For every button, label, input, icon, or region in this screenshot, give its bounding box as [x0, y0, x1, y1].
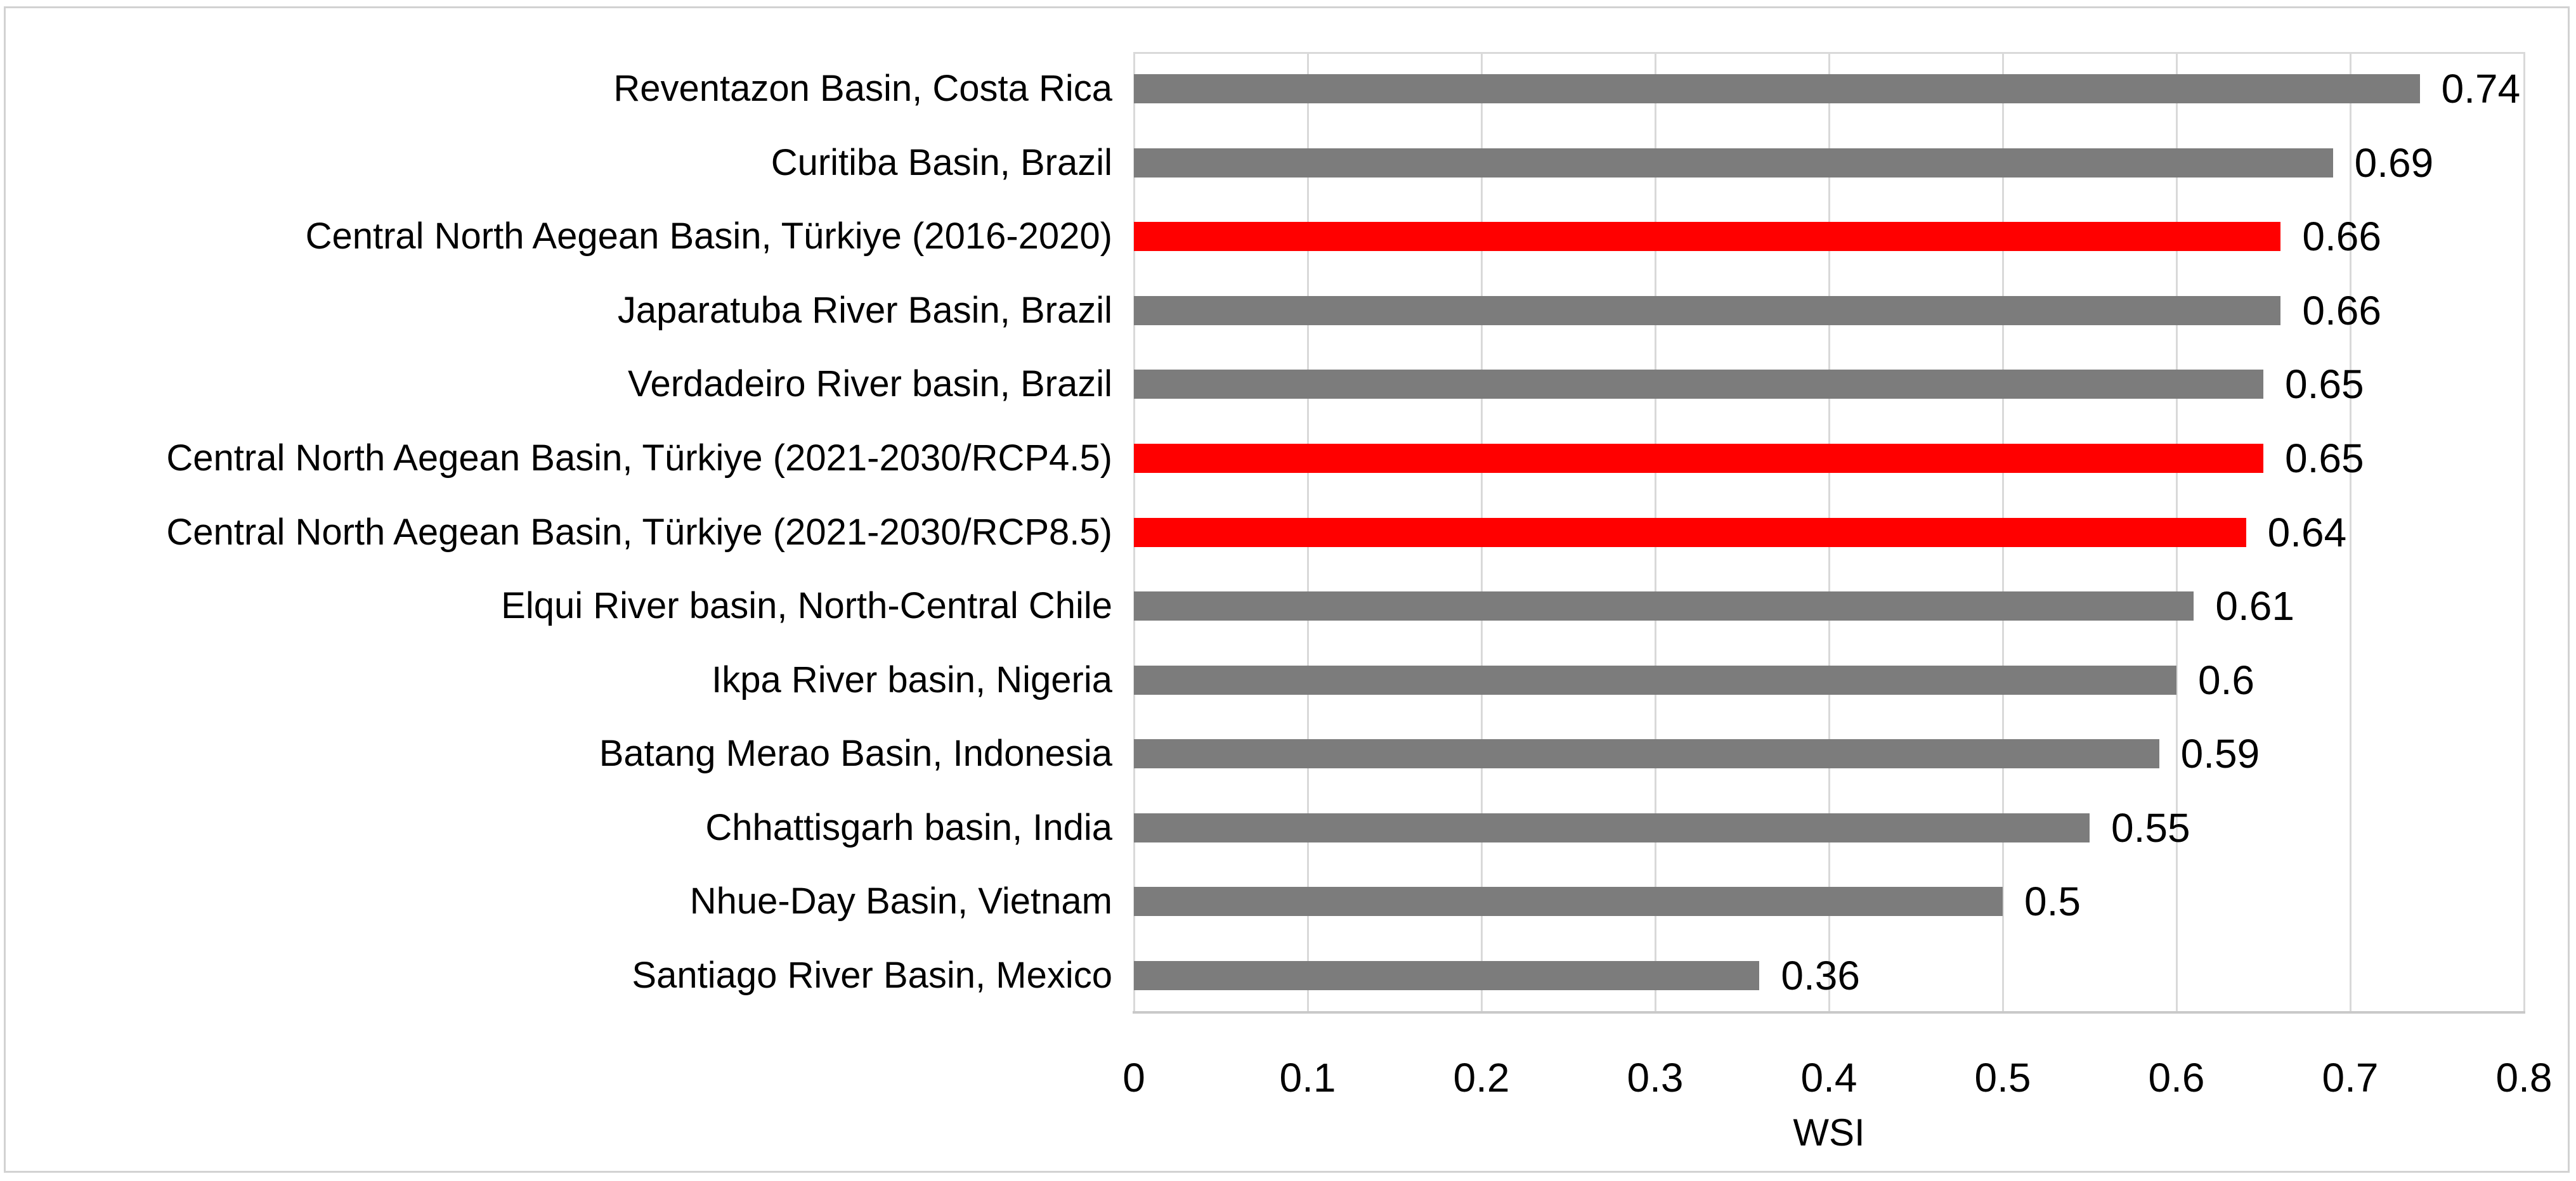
value-label: 0.59	[2180, 731, 2260, 777]
x-tick-label: 0.5	[1974, 1055, 2031, 1100]
category-label: Verdadeiro River basin, Brazil	[627, 363, 1112, 405]
value-label: 0.65	[2285, 435, 2364, 481]
category-label: Chhattisgarh basin, India	[705, 806, 1112, 848]
category-label: Ikpa River basin, Nigeria	[712, 659, 1112, 700]
category-label: Central North Aegean Basin, Türkiye (201…	[305, 216, 1112, 257]
category-label: Nhue-Day Basin, Vietnam	[689, 881, 1112, 922]
value-label: 0.74	[2441, 66, 2521, 112]
bar-highlighted	[1134, 222, 2281, 252]
bar	[1134, 370, 2263, 399]
value-label: 0.65	[2285, 361, 2364, 408]
bar	[1134, 739, 2159, 769]
value-label: 0.36	[1781, 952, 1860, 998]
value-label: 0.55	[2111, 804, 2190, 851]
category-label: Reventazon Basin, Costa Rica	[613, 68, 1112, 110]
x-tick-label: 0.7	[2322, 1055, 2379, 1100]
bar	[1134, 148, 2333, 177]
category-label: Central North Aegean Basin, Türkiye (202…	[166, 511, 1112, 553]
value-label: 0.61	[2215, 583, 2294, 629]
bar-highlighted	[1134, 517, 2246, 547]
bar	[1134, 295, 2281, 325]
value-label: 0.66	[2302, 214, 2381, 260]
category-label: Santiago River Basin, Mexico	[632, 954, 1112, 996]
x-axis-ticks: 0 0.1 0.2 0.3 0.4 0.5 0.6 0.7 0.8	[1122, 1055, 2552, 1100]
category-label: Japaratuba River Basin, Brazil	[617, 289, 1112, 331]
bar	[1134, 74, 2420, 104]
bar	[1134, 665, 2176, 695]
bar	[1134, 813, 2090, 842]
x-tick-label: 0	[1122, 1055, 1145, 1100]
x-tick-label: 0.8	[2495, 1055, 2553, 1100]
category-label: Curitiba Basin, Brazil	[771, 141, 1112, 183]
bar	[1134, 887, 2003, 917]
x-tick-label: 0.2	[1453, 1055, 1510, 1100]
category-label: Central North Aegean Basin, Türkiye (202…	[166, 437, 1112, 479]
value-label: 0.66	[2302, 287, 2381, 333]
bar-highlighted	[1134, 443, 2263, 473]
value-label: 0.6	[2198, 657, 2254, 703]
x-tick-label: 0.1	[1279, 1055, 1336, 1100]
category-label: Batang Merao Basin, Indonesia	[599, 733, 1112, 775]
bar	[1134, 960, 1760, 990]
value-label: 0.69	[2354, 139, 2434, 186]
value-label: 0.5	[2024, 879, 2081, 925]
x-tick-label: 0.6	[2148, 1055, 2205, 1100]
gridline	[2350, 52, 2352, 1012]
bar	[1134, 591, 2194, 621]
gridline	[2523, 52, 2525, 1012]
x-axis-line	[1133, 1011, 2525, 1014]
x-tick-label: 0.4	[1800, 1055, 1857, 1100]
plot-area: 0.74 0.69 0.66 0.66 0.65 0.65 0.64 0.61 0.6 0.59 0…	[1133, 52, 2525, 1014]
x-tick-label: 0.3	[1627, 1055, 1684, 1100]
category-axis: Reventazon Basin, Costa Rica Curitiba Bas…	[0, 0, 1134, 1181]
category-label: Elqui River basin, North-Central Chile	[501, 585, 1112, 627]
value-label: 0.64	[2267, 509, 2347, 555]
x-axis-title: WSI	[1793, 1111, 1865, 1154]
